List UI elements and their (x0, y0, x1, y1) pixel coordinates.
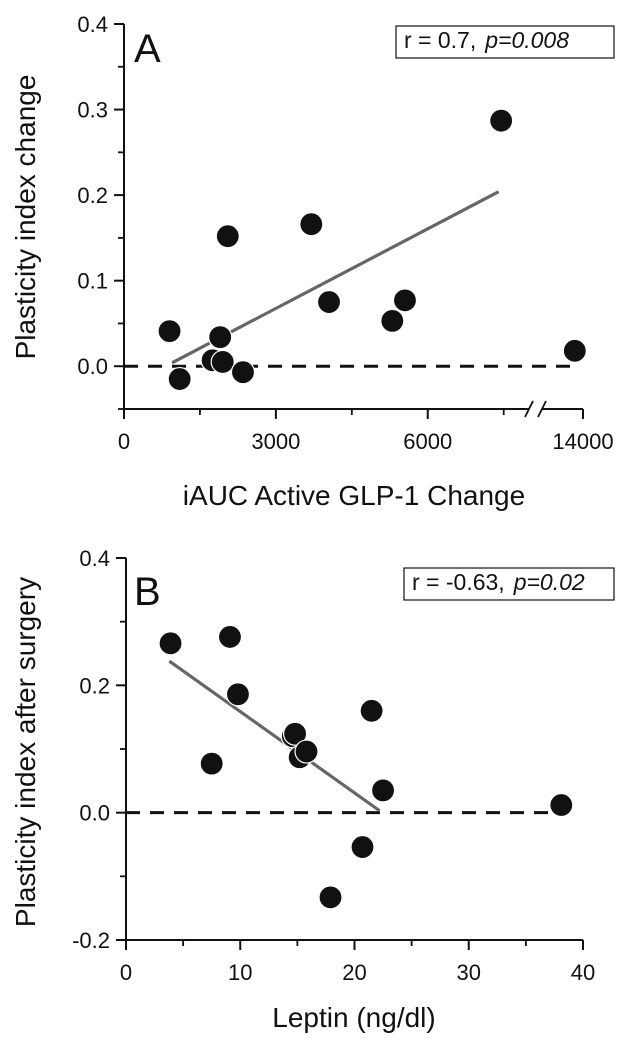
panel-b: B r = -0.63, p=0.02 -0.2 0.0 0.2 0.4 0 10 20 30 4… (10, 546, 615, 1033)
panel-a: A r = 0.7, p=0.008 0.0 0.1 0.2 0.3 0.4 0 3000 60… (10, 12, 615, 511)
panel-a-data-point (210, 349, 235, 375)
panel-a-data-point (215, 224, 240, 249)
panel-b-x-tick-label: 0 (120, 960, 132, 985)
panel-b-x-tick-label: 10 (228, 960, 252, 985)
panel-a-data-point (489, 108, 514, 133)
panel-a-axis-break-left (524, 400, 534, 418)
panel-b-data-point (318, 885, 343, 910)
panel-a-ticks (114, 23, 584, 419)
panel-b-y-tick-label: 0.2 (79, 673, 110, 698)
panel-b-letter: B (134, 570, 161, 614)
panel-a-r-value: r = 0.7, (404, 27, 476, 53)
panel-b-fit-line-group (168, 659, 381, 813)
panel-b-data-point (158, 631, 183, 656)
panel-a-data-point (316, 289, 342, 315)
panel-b-data-point (199, 751, 224, 776)
panel-b-y-tick-label: 0.4 (79, 546, 110, 571)
panel-a-data-point (299, 212, 324, 237)
panel-b-data-point (225, 682, 251, 707)
panel-a-data-point (230, 360, 256, 385)
panel-b-data-point (217, 624, 243, 650)
panel-a-y-tick-label: 0.3 (77, 98, 108, 123)
panel-a-x-tick-label: 14000 (552, 429, 613, 454)
panel-b-data-point (350, 834, 375, 860)
panel-a-x-tick-label: 3000 (251, 429, 300, 454)
panel-b-ticks (116, 557, 584, 950)
panel-a-data-point (157, 319, 182, 344)
panel-a-x-axis-label: iAUC Active GLP-1 Change (183, 480, 525, 511)
panel-a-y-axis-label: Plasticity index change (10, 75, 41, 360)
panel-b-stat-text: r = -0.63, p=0.02 (412, 569, 585, 595)
panel-b-data-point (282, 721, 308, 746)
panel-a-data-point (562, 338, 587, 363)
panel-a-y-tick-label: 0.2 (77, 183, 108, 208)
panel-b-x-axis-label: Leptin (ng/dl) (272, 1002, 435, 1033)
panel-b-x-tick-label: 20 (342, 960, 366, 985)
panel-a-stat-text: r = 0.7, p=0.008 (404, 27, 569, 53)
panel-b-r-value: r = -0.63, (412, 569, 505, 595)
panel-a-tick-labels: 0.0 0.1 0.2 0.3 0.4 0 3000 6000 14000 (77, 12, 613, 454)
panel-b-points (158, 624, 574, 910)
panel-a-axis-break-right (537, 400, 547, 418)
panel-a-data-point (208, 325, 233, 350)
panel-a-stat-box (395, 25, 615, 59)
panel-b-y-tick-label: -0.2 (72, 928, 110, 953)
panel-b-y-axis-label: Plasticity index after surgery (10, 577, 41, 927)
panel-a-letter: A (134, 27, 161, 71)
panel-a-y-tick-label: 0.0 (77, 354, 108, 379)
panel-a-y-tick-label: 0.4 (77, 12, 108, 37)
panel-a-p-value: p=0.008 (484, 27, 569, 53)
panel-b-x-tick-label: 30 (457, 960, 481, 985)
panel-b-regression-line (168, 659, 381, 813)
panel-a-x-tick-label: 0 (118, 429, 130, 454)
panel-b-data-point (359, 698, 384, 723)
panel-b-p-value: p=0.02 (513, 569, 585, 595)
panel-a-points (157, 108, 587, 392)
panel-b-data-point (549, 792, 574, 818)
panel-a-axes (123, 24, 583, 418)
panel-b-stat-box (403, 567, 615, 601)
panel-b-data-point (294, 739, 319, 764)
panel-a-data-point (392, 288, 418, 313)
panel-b-x-tick-label: 40 (571, 960, 595, 985)
panel-a-x-tick-label: 6000 (403, 429, 452, 454)
panel-a-data-point (167, 366, 192, 392)
panel-b-data-point (370, 778, 396, 803)
panel-a-data-point (380, 308, 405, 333)
panel-b-y-tick-label: 0.0 (79, 801, 110, 826)
panel-a-y-tick-label: 0.1 (77, 269, 108, 294)
panel-b-tick-labels: -0.2 0.0 0.2 0.4 0 10 20 30 40 (72, 546, 595, 985)
